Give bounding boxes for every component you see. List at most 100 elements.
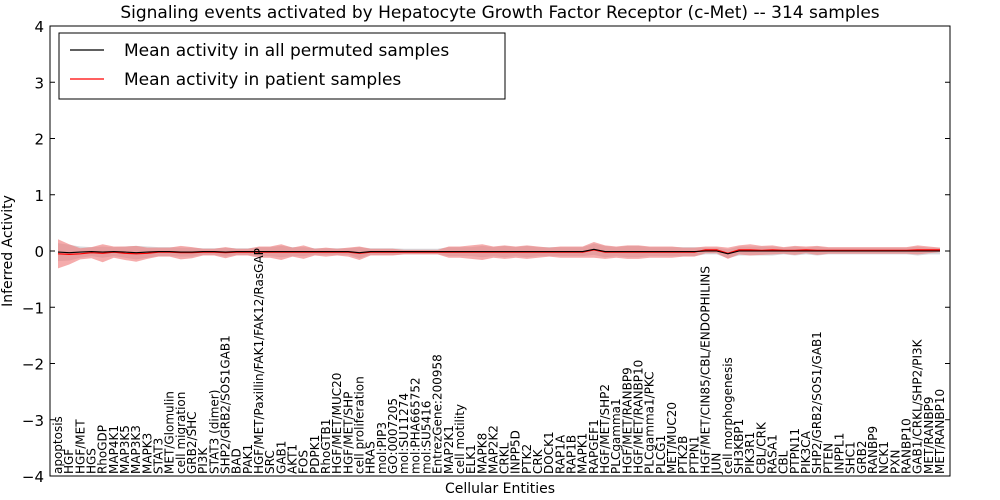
x-tick-label: cell proliferation: [352, 376, 366, 474]
x-tick-label: HGF/MET/CIN85/CBL/ENDOPHILINS: [699, 266, 713, 474]
x-tick-label: SHP2/GRB2/SOS1GAB1: [219, 335, 233, 474]
x-tick-label: STAT3: [152, 438, 166, 474]
x-tick-label: HGF/MET/SHP2: [598, 384, 612, 474]
x-tick-label: mol:SU11274: [397, 393, 411, 474]
x-tick-label: HGF/MET/SHP: [341, 392, 355, 474]
chart-title: Signaling events activated by Hepatocyte…: [120, 3, 879, 23]
x-tick-label: PXN: [888, 450, 902, 474]
x-tick-label: MAPK8: [475, 433, 489, 474]
x-tick-label: MET/RANBP9: [922, 397, 936, 474]
x-tick-label: AKT1: [286, 444, 300, 474]
x-tick-label: ELK1: [464, 444, 478, 474]
x-tick-label: SHC1: [844, 441, 858, 474]
x-tick-label: RAPGEF1: [587, 419, 601, 474]
x-tick-label: CBL: [777, 450, 791, 474]
x-tick-label: NCK1: [877, 441, 891, 474]
x-tick-label: MET/MUC20: [665, 402, 679, 474]
x-tick-label: DOCK1: [542, 431, 556, 474]
legend-box: [58, 32, 506, 100]
x-tick-label: PLCG1: [654, 435, 668, 474]
x-tick-label: STAT3 (dimer): [207, 390, 221, 474]
x-tick-label: RANBP10: [900, 418, 914, 474]
x-tick-label: cell morphogenesis: [721, 357, 735, 474]
x-tick-label: GRB2: [855, 440, 869, 474]
x-tick-label: SHP2/GRB2/SOS1/GAB1: [810, 331, 824, 474]
x-tick-label: SH3KBP1: [732, 419, 746, 474]
series-layer: [57, 248, 940, 256]
y-tick-label: 0: [34, 243, 44, 261]
x-tick-label: RANBP9: [866, 426, 880, 474]
x-tick-label: HGF/MET/RANBP10: [632, 360, 646, 474]
x-tick-label: mol:PHA665752: [408, 377, 422, 474]
x-tick-label: MAP3K5: [118, 425, 132, 474]
legend: Mean activity in all permuted samples Me…: [58, 32, 506, 100]
y-tick-label: −1: [22, 299, 44, 317]
x-tick-label: CBL/CRK: [754, 421, 768, 474]
x-tick-label: HGF/MET: [73, 419, 87, 474]
x-tick-label: BAD: [230, 448, 244, 474]
x-tick-label: PIK3R1: [743, 432, 757, 474]
x-tick-label: HGF/MET/Paxillin/FAK1/FAK12/RasGAP: [252, 248, 266, 474]
y-tick-label: −2: [22, 356, 44, 374]
x-tick-label: MAP2K1: [442, 425, 456, 474]
x-tick-label: cell motility: [453, 404, 467, 474]
x-tick-label: apoptosis: [51, 416, 65, 474]
x-tick-label: PTK2: [520, 444, 534, 474]
x-tick-label: RAP1B: [565, 435, 579, 474]
x-tick-label: cell migration: [174, 392, 188, 474]
x-tick-label: CRKL: [498, 442, 512, 474]
x-tick-label: RhoGTB1: [319, 419, 333, 474]
y-tick-label: 1: [34, 187, 44, 205]
x-tick-label: EntrezGene:200958: [431, 354, 445, 474]
legend-label-permuted: Mean activity in all permuted samples: [124, 41, 449, 61]
y-axis-label: Inferred Activity: [0, 195, 16, 307]
x-tick-label: SRC: [263, 450, 277, 474]
legend-label-patient: Mean activity in patient samples: [124, 70, 401, 90]
x-tick-label: PIK3CA: [799, 430, 813, 474]
x-tick-label: PDPK1: [308, 435, 322, 474]
y-tick-label: 4: [34, 18, 44, 36]
x-tick-label: PTK2B: [676, 436, 690, 474]
y-tick-label: −4: [22, 468, 44, 486]
x-tick-label: PTPN11: [788, 428, 802, 474]
x-tick-label: GAB1/CRKL/SHP2/PI3K: [911, 338, 925, 474]
x-tick-label: INPP5D: [509, 430, 523, 474]
x-tick-label: MAPK3: [140, 433, 154, 474]
x-tick-label: HGS: [85, 448, 99, 474]
x-tick-label: MET/Glomulin: [163, 391, 177, 474]
y-axis: 4 3 2 1 0 −1 −2 −3 −4: [22, 18, 950, 486]
x-tick-label: mol:PIP3: [375, 422, 389, 474]
x-tick-label: PTPN1: [687, 436, 701, 474]
y-tick-label: −3: [22, 412, 44, 430]
x-tick-label: RhoGDP: [96, 425, 110, 474]
x-tick-labels: apoptosisHGFHGF/METHGSRhoGDPMAP4K1MAP3K5…: [51, 248, 947, 475]
x-tick-label: mol:SU5416: [419, 401, 433, 474]
x-tick-label: JUN: [710, 453, 724, 475]
x-tick-label: HRAS: [364, 441, 378, 474]
x-tick-label: MAP2K2: [486, 425, 500, 474]
x-axis-label: Cellular Entities: [445, 481, 555, 497]
x-tick-label: PLCgamma1/PKC: [643, 371, 657, 474]
x-tick-label: HGF: [62, 449, 76, 474]
patient-band: [58, 239, 940, 269]
x-tick-label: PTEN: [821, 443, 835, 474]
x-tick-label: GAB1: [274, 441, 288, 474]
y-tick-label: 3: [34, 74, 44, 92]
x-tick-label: HGF/MET/RANBP9: [620, 367, 634, 474]
x-tick-label: MAP4K1: [107, 425, 121, 474]
x-tick-label: RAP1A: [553, 434, 567, 474]
x-tick-label: PAK1: [241, 444, 255, 474]
x-tick-label: PI3K: [196, 447, 210, 474]
x-tick-label: FOS: [297, 450, 311, 474]
series-line-permuted: [57, 248, 940, 255]
x-tick-label: INPPL1: [833, 433, 847, 474]
x-tick-label: MAP3K3: [129, 425, 143, 474]
x-tick-label: HGF/MET/MUC20: [330, 373, 344, 474]
x-tick-label: CRK: [531, 448, 545, 474]
x-tick-label: MET/RANBP10: [933, 389, 947, 474]
band-layer: [58, 239, 940, 269]
x-tick-label: GRB2/SHC: [185, 411, 199, 474]
plot-frame: [49, 25, 951, 477]
x-tick-label: MAPK1: [576, 433, 590, 474]
